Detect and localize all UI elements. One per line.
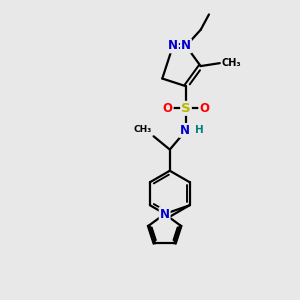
Text: O: O: [199, 102, 209, 115]
Text: N: N: [168, 39, 178, 52]
Text: N: N: [160, 208, 170, 220]
Text: N: N: [181, 39, 191, 52]
Text: H: H: [195, 125, 204, 135]
Text: N: N: [179, 124, 190, 137]
Text: S: S: [181, 102, 191, 115]
Text: CH₃: CH₃: [133, 125, 151, 134]
Text: O: O: [163, 102, 173, 115]
Text: CH₃: CH₃: [221, 58, 241, 68]
